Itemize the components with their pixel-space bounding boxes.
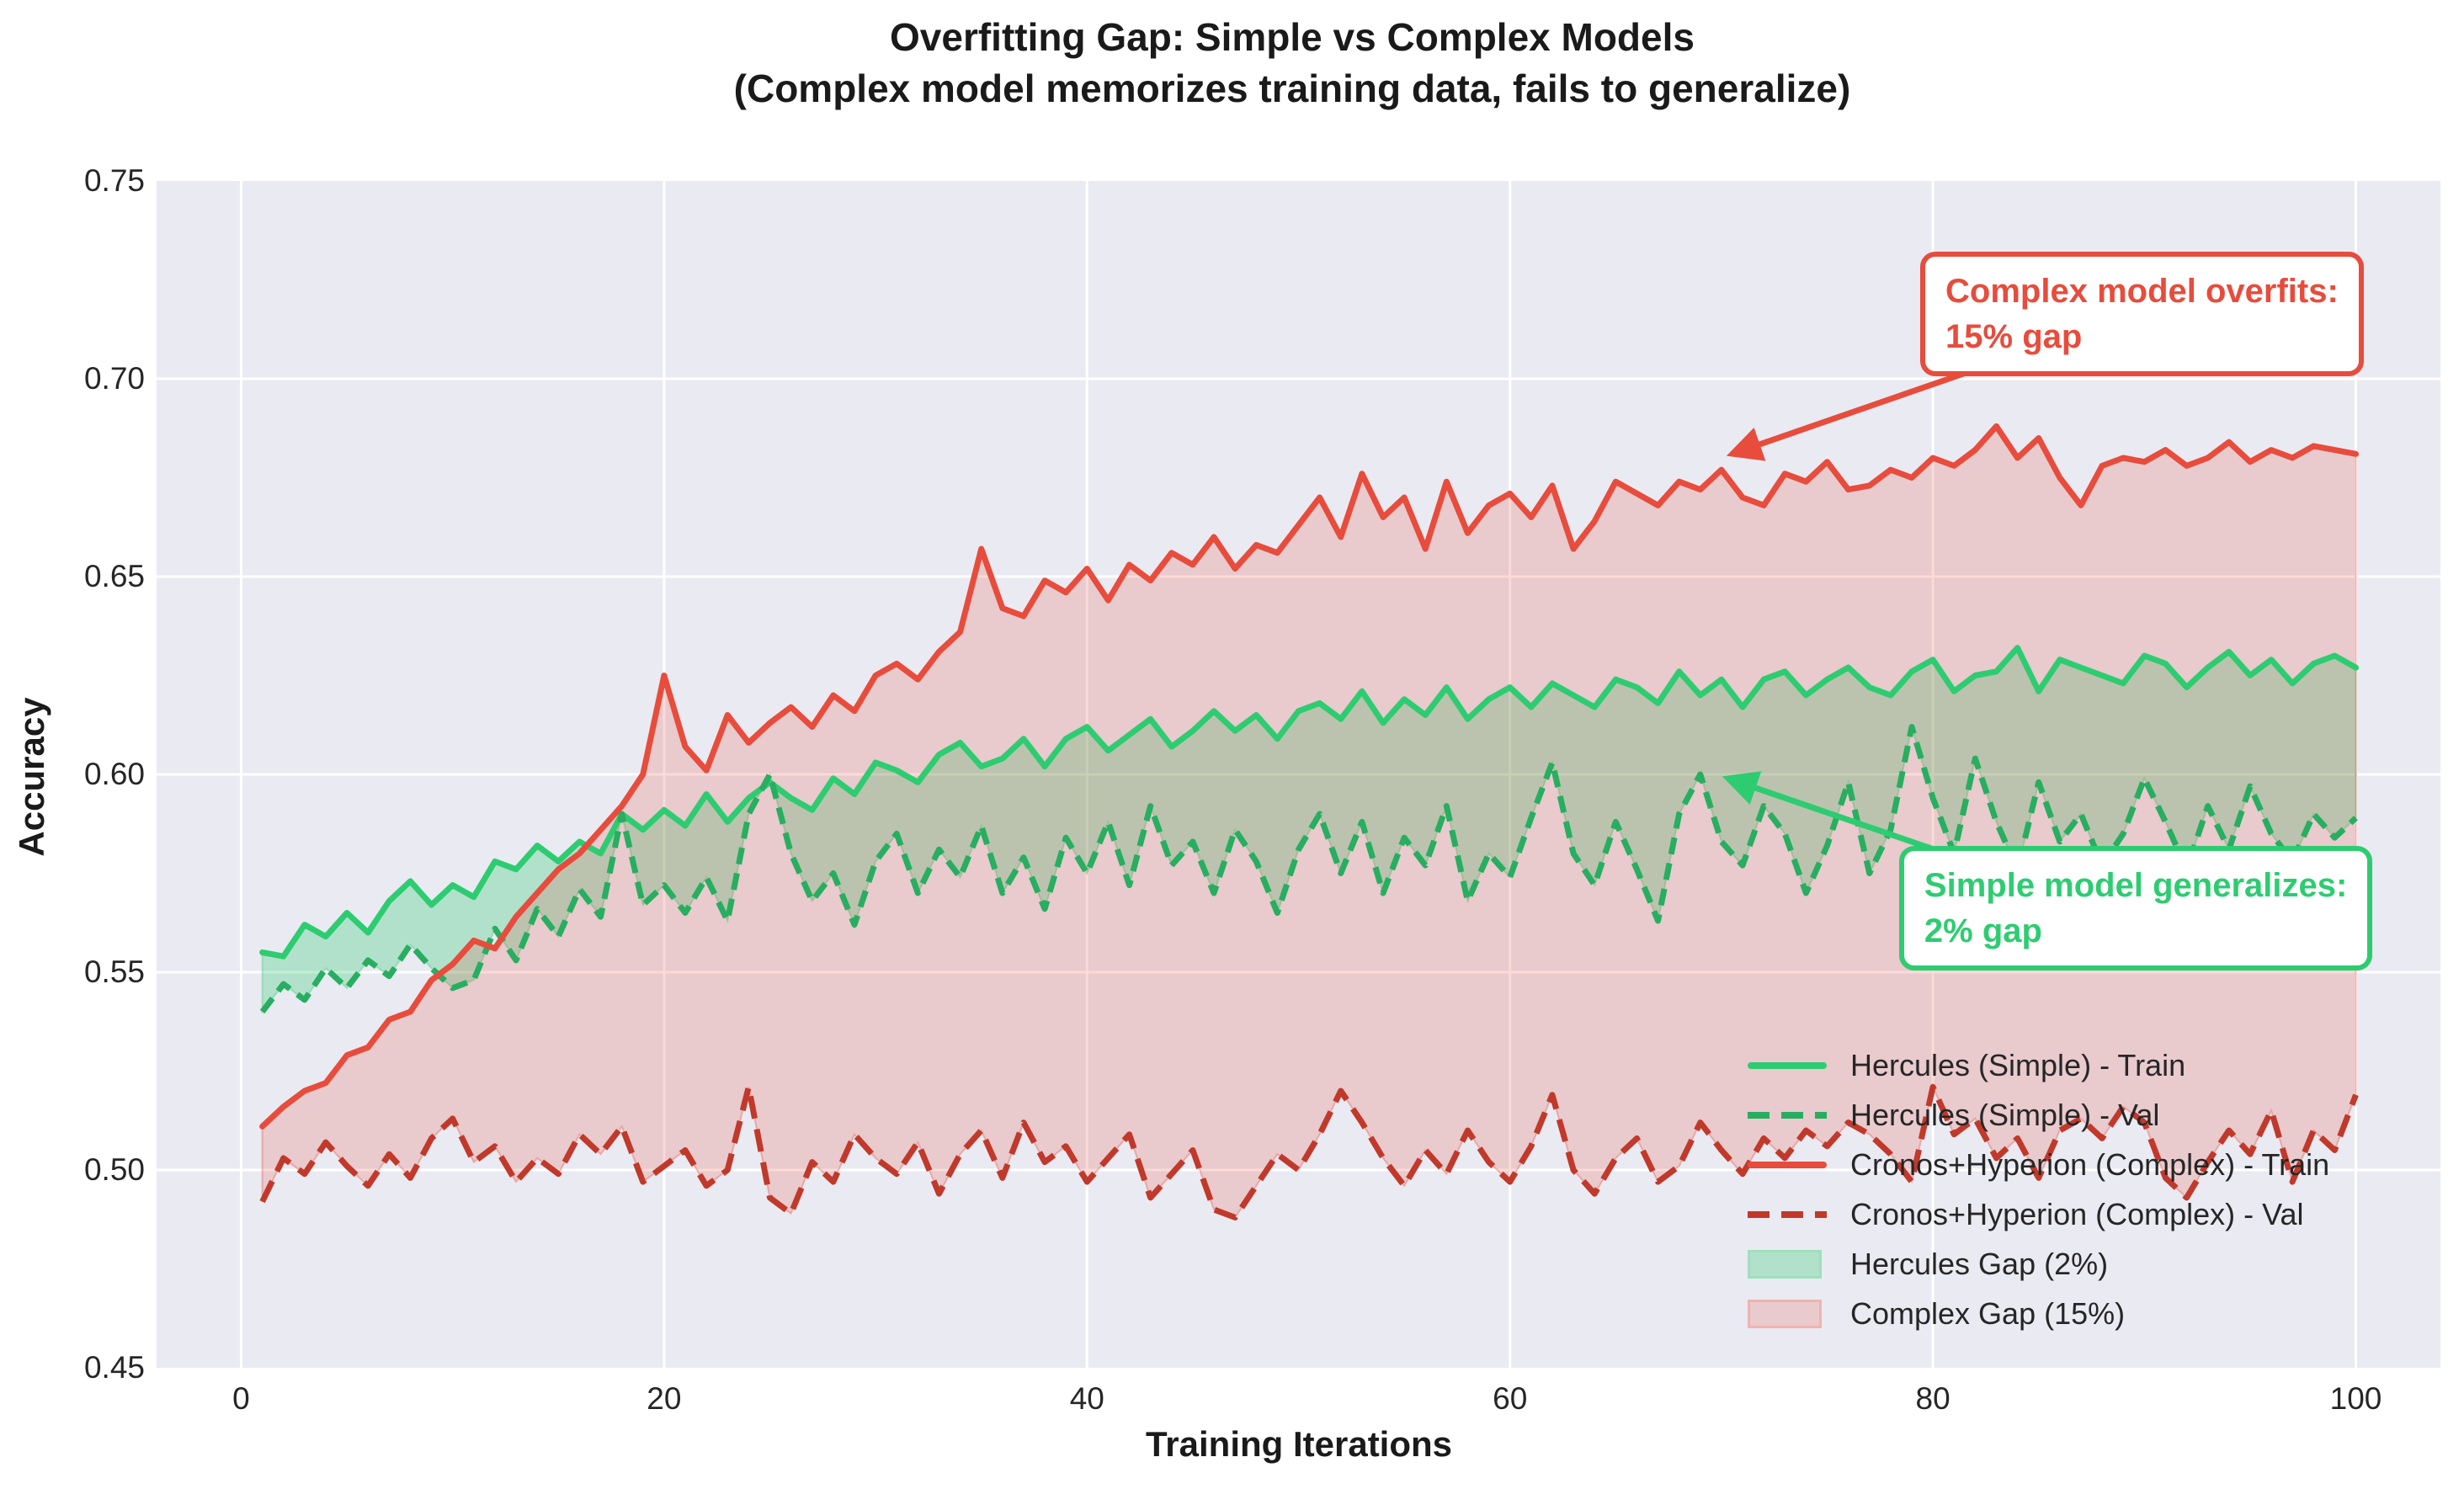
chart-title-line1: Overfitting Gap: Simple vs Complex Model… <box>890 15 1695 59</box>
x-tick-label: 20 <box>647 1381 682 1416</box>
line-cronos-hyperion-complex-val <box>259 1083 2359 1220</box>
legend-label: Hercules Gap (2%) <box>1850 1246 2109 1281</box>
y-tick-label: 0.70 <box>83 361 145 396</box>
y-tick-label: 0.55 <box>83 955 145 989</box>
x-tick-label: 60 <box>1493 1381 1528 1416</box>
x-tick-label: 100 <box>2329 1381 2382 1416</box>
legend-swatch-graphic <box>1748 1210 1827 1218</box>
annotation-arrows <box>1722 370 1968 852</box>
legend-item-1: Hercules (Simple) - Val <box>1748 1090 2329 1140</box>
legend-swatch-graphic <box>1748 1161 1827 1168</box>
gridlines <box>157 181 2440 1368</box>
legend-item-5: Complex Gap (15%) <box>1748 1289 2329 1338</box>
annotation-arrow-complex-overfit <box>1726 370 1968 461</box>
legend-patch-swatch <box>1748 1249 1827 1279</box>
legend-label: Cronos+Hyperion (Complex) - Train <box>1850 1146 2330 1182</box>
chart-title: Overfitting Gap: Simple vs Complex Model… <box>160 12 2424 114</box>
annotation-simple-generalizes: Simple model generalizes: 2% gap <box>1898 845 2373 971</box>
legend-swatch-graphic <box>1748 1249 1822 1279</box>
annotation-complex-overfits: Complex model overfits: 15% gap <box>1920 251 2364 376</box>
y-tick-label: 0.45 <box>83 1350 145 1385</box>
annotation-arrow-simple-generalizes <box>1722 771 1934 852</box>
x-tick-label: 40 <box>1069 1381 1104 1416</box>
annotation-complex-line2: 15% gap <box>1945 317 2083 355</box>
annotation-simple-line2: 2% gap <box>1924 912 2042 949</box>
annotation-complex-line1: Complex model overfits: <box>1945 272 2339 310</box>
x-tick-label: 80 <box>1915 1381 1950 1416</box>
legend-label: Hercules (Simple) - Train <box>1850 1047 2186 1082</box>
line-hercules-simple-val <box>259 724 2358 1014</box>
legend-patch-swatch <box>1748 1299 1827 1328</box>
legend-item-3: Cronos+Hyperion (Complex) - Val <box>1748 1189 2329 1239</box>
legend-swatch-graphic <box>1748 1299 1822 1328</box>
line-cronos-hyperion-complex-train <box>259 423 2360 1130</box>
y-tick-label: 0.65 <box>83 559 145 593</box>
x-tick-label: 0 <box>232 1381 250 1416</box>
legend-label: Cronos+Hyperion (Complex) - Val <box>1850 1196 2304 1231</box>
annotation-simple-line1: Simple model generalizes: <box>1924 866 2348 904</box>
y-tick-label: 0.60 <box>83 757 145 791</box>
legend-line-swatch <box>1748 1061 1827 1069</box>
legend-line-swatch <box>1748 1111 1827 1119</box>
legend-label: Complex Gap (15%) <box>1850 1295 2126 1331</box>
legend-item-4: Hercules Gap (2%) <box>1748 1239 2329 1289</box>
legend-item-2: Cronos+Hyperion (Complex) - Train <box>1748 1140 2329 1189</box>
y-tick-label: 0.75 <box>83 163 145 198</box>
legend-swatch-graphic <box>1748 1061 1827 1069</box>
chart-title-line2: (Complex model memorizes training data, … <box>733 66 1851 110</box>
legend-line-swatch <box>1748 1161 1827 1168</box>
legend-line-swatch <box>1748 1210 1827 1218</box>
legend-item-0: Hercules (Simple) - Train <box>1748 1040 2329 1090</box>
x-axis-label: Training Iterations <box>1145 1424 1453 1464</box>
y-tick-label: 0.50 <box>83 1152 145 1187</box>
line-hercules-simple-train <box>259 645 2360 960</box>
legend-swatch-graphic <box>1748 1111 1827 1119</box>
chart-legend: Hercules (Simple) - Train Hercules (Simpl… <box>1748 1040 2329 1338</box>
legend-label: Hercules (Simple) - Val <box>1850 1097 2160 1132</box>
data-lines <box>259 423 2360 1220</box>
